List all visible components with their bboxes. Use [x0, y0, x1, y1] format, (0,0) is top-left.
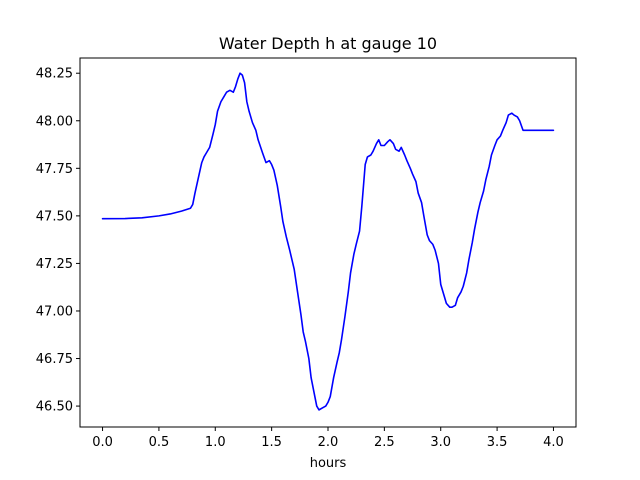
- x-tick-label: 0.5: [149, 435, 170, 450]
- y-tick-label: 48.00: [36, 114, 73, 129]
- x-axis-label: hours: [310, 456, 347, 471]
- y-tick-label: 47.00: [36, 304, 73, 319]
- series-line: [101, 72, 555, 411]
- x-tick-label: 3.5: [487, 435, 508, 450]
- x-tick-label: 4.0: [543, 435, 564, 450]
- y-tick-label: 46.50: [36, 400, 73, 415]
- plot-area: [101, 72, 555, 411]
- x-tick-label: 2.5: [374, 435, 395, 450]
- x-tick-label: 1.5: [261, 435, 282, 450]
- y-axis: 46.50 46.75 47.00 47.25 47.50 47.75 48.00 48.25: [36, 67, 80, 415]
- x-axis: 0.0 0.5 1.0 1.5 2.0 2.5 3.0 3.5 4.0: [92, 427, 564, 450]
- y-tick-label: 48.25: [36, 67, 73, 82]
- y-tick-label: 47.75: [36, 162, 73, 177]
- x-tick-label: 0.0: [92, 435, 113, 450]
- chart-title: Water Depth h at gauge 10: [219, 34, 437, 53]
- y-tick-label: 47.50: [36, 209, 73, 224]
- y-tick-label: 46.75: [36, 352, 73, 367]
- x-tick-label: 1.0: [205, 435, 226, 450]
- x-tick-label: 3.0: [430, 435, 451, 450]
- y-tick-label: 47.25: [36, 257, 73, 272]
- x-tick-label: 2.0: [318, 435, 339, 450]
